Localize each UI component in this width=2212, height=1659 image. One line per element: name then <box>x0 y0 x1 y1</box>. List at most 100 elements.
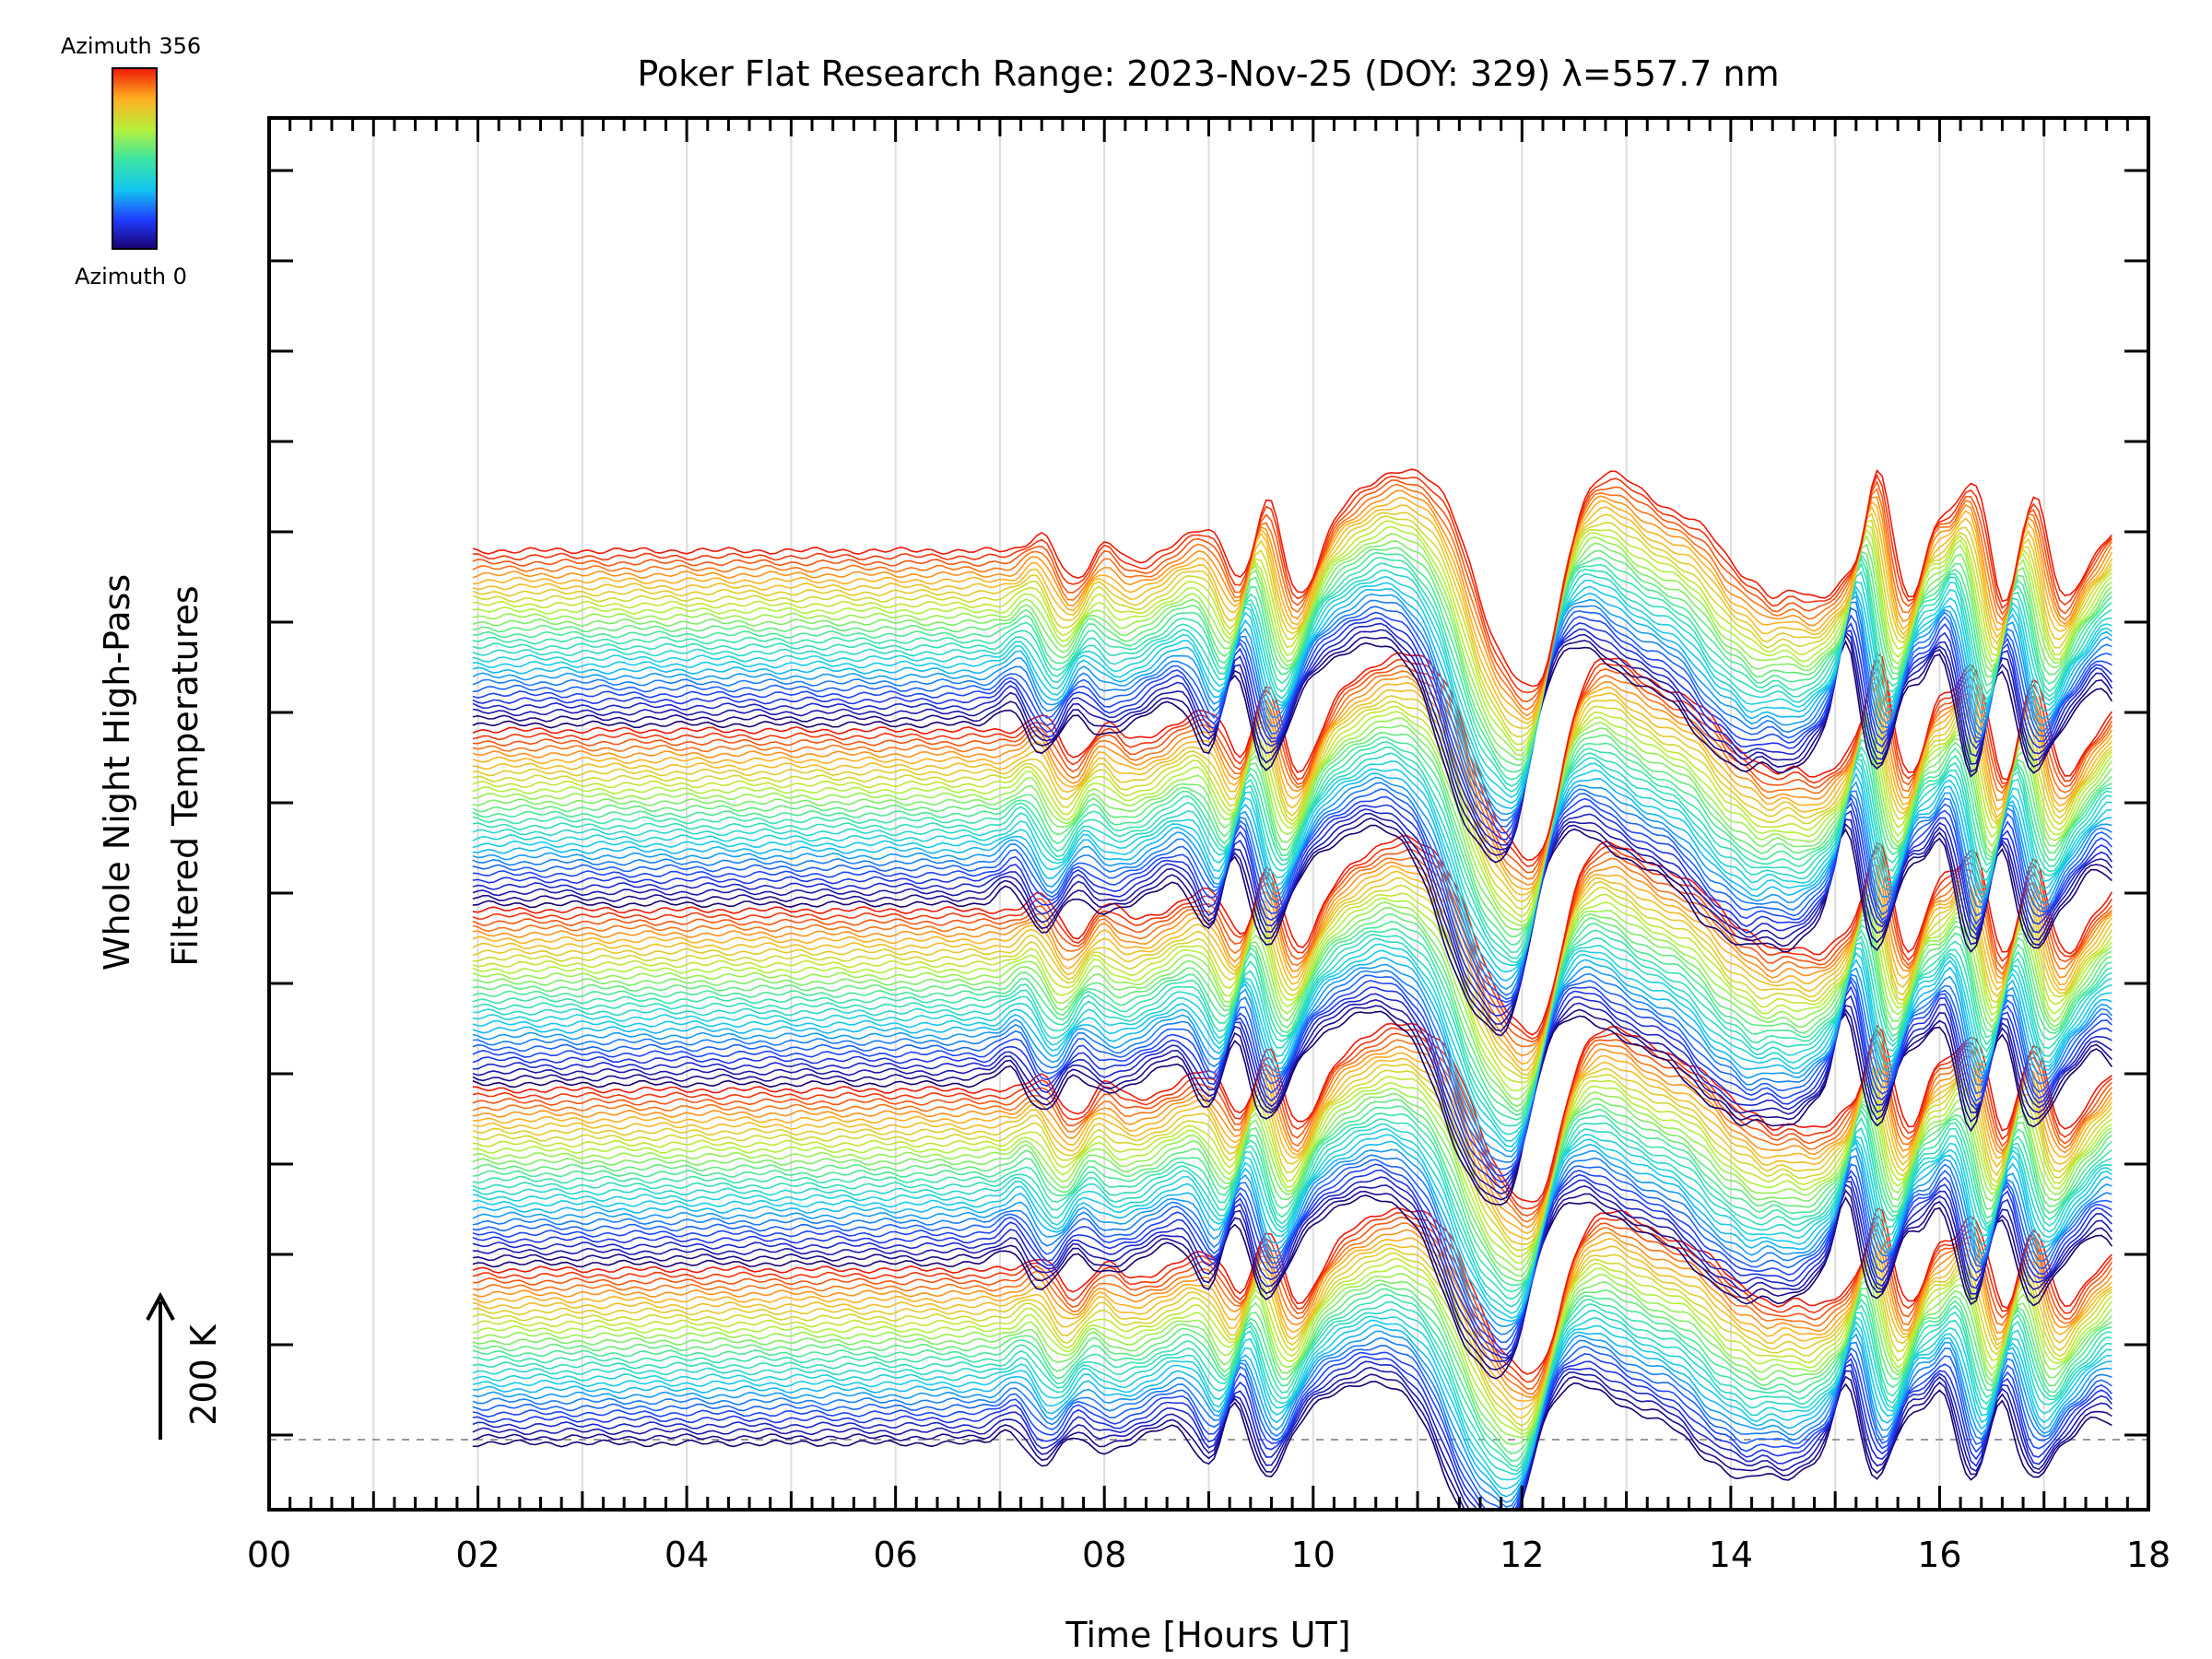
series-line <box>472 731 2112 938</box>
series-line <box>472 1283 2112 1454</box>
series-line <box>472 676 2113 886</box>
series-line <box>472 759 2112 967</box>
series-line <box>472 670 2113 880</box>
series-line <box>472 897 2112 1092</box>
series-line <box>472 752 2112 964</box>
series-line <box>472 1032 2112 1218</box>
series-line <box>472 525 2112 751</box>
series-line <box>472 547 2112 767</box>
series-line <box>472 1288 2112 1462</box>
series-line <box>472 1045 2113 1229</box>
series-line <box>472 1098 2112 1282</box>
series-line <box>472 1308 2112 1476</box>
x-tick-label: 18 <box>2126 1535 2171 1575</box>
series-line <box>472 1212 2113 1383</box>
series-line <box>472 1064 2113 1245</box>
series-line <box>472 575 2112 798</box>
series-line <box>472 686 2112 896</box>
series-line <box>472 540 2112 761</box>
series-line <box>472 711 2113 924</box>
series-line <box>472 717 2113 927</box>
x-tick-label: 16 <box>1917 1535 1961 1575</box>
series-line <box>472 700 2112 911</box>
series-line <box>472 1123 2112 1308</box>
series-line <box>472 746 2112 959</box>
series-line <box>472 658 2113 867</box>
series-line <box>472 1222 2113 1395</box>
series-line <box>472 515 2113 738</box>
series-line <box>472 1109 2112 1293</box>
series-line <box>472 692 2112 903</box>
scale-arrow <box>146 1291 175 1440</box>
series-line <box>472 473 2112 694</box>
series-line <box>472 1039 2113 1223</box>
series-line <box>472 705 2112 918</box>
series-line <box>472 834 2113 1036</box>
series-line <box>472 489 2113 717</box>
series-line <box>472 496 2113 721</box>
series-line <box>472 736 2112 947</box>
scale-label: 200 K <box>183 1324 224 1426</box>
series-line <box>472 963 2112 1158</box>
series-line <box>472 1087 2112 1271</box>
series-line <box>472 1229 2113 1399</box>
series-line <box>472 1293 2112 1468</box>
x-tick-label: 12 <box>1500 1535 1544 1575</box>
series-line <box>472 652 2113 862</box>
series-line <box>472 884 2113 1079</box>
colorbar-bottom-label: Azimuth 0 <box>75 264 187 289</box>
x-axis-label: Time [Hours UT] <box>1065 1615 1350 1655</box>
series-line <box>472 1247 2112 1419</box>
series-line <box>472 483 2113 711</box>
series-line <box>472 920 2112 1116</box>
series-line <box>472 1127 2112 1314</box>
series-line <box>472 892 2113 1084</box>
series-line <box>472 1257 2112 1432</box>
y-axis-label-line2: Filtered Temperatures <box>165 585 206 966</box>
series-line <box>472 504 2113 724</box>
series-line <box>472 1027 2112 1210</box>
series-line <box>472 764 2112 973</box>
series-line <box>472 520 2112 746</box>
series-line <box>472 934 2112 1127</box>
series-line <box>472 1093 2112 1277</box>
series-line <box>472 1147 2112 1327</box>
series-line <box>472 928 2112 1121</box>
series-line <box>472 533 2112 757</box>
series-line <box>472 949 2112 1147</box>
series-line <box>472 906 2112 1108</box>
series-line <box>472 1315 2112 1481</box>
series-line <box>472 1216 2113 1390</box>
series-line <box>472 849 2113 1043</box>
series-line <box>472 1022 2112 1203</box>
x-tick-label: 00 <box>247 1535 291 1575</box>
series-line <box>472 861 2112 1057</box>
series-line <box>472 1272 2113 1439</box>
x-tick-label: 06 <box>873 1535 917 1575</box>
series-line <box>472 1235 2112 1402</box>
series-line <box>472 1344 2112 1510</box>
x-tick-label: 10 <box>1291 1535 1335 1575</box>
series-line <box>472 1300 2112 1472</box>
series-line <box>472 1069 2112 1252</box>
series-line <box>472 681 2113 890</box>
series-line <box>472 901 2112 1100</box>
series-line <box>472 740 2112 954</box>
y-axis-label-line1: Whole Night High-Pass <box>97 574 137 971</box>
series-line <box>472 1206 2112 1375</box>
series-line <box>472 865 2112 1065</box>
x-tick-label: 02 <box>455 1535 500 1575</box>
series-line <box>472 724 2113 931</box>
chart-title: Poker Flat Research Range: 2023-Nov-25 (… <box>637 53 1779 94</box>
series-line <box>472 1081 2112 1265</box>
series-line <box>472 1189 2113 1371</box>
x-tick-label: 08 <box>1082 1535 1126 1575</box>
series-line <box>472 665 2113 874</box>
series-line <box>472 877 2113 1077</box>
series-lines <box>472 468 2113 1510</box>
series-line <box>472 1052 2113 1235</box>
series-line <box>472 1252 2112 1427</box>
series-line <box>472 1279 2112 1446</box>
series-line <box>472 1140 2112 1323</box>
